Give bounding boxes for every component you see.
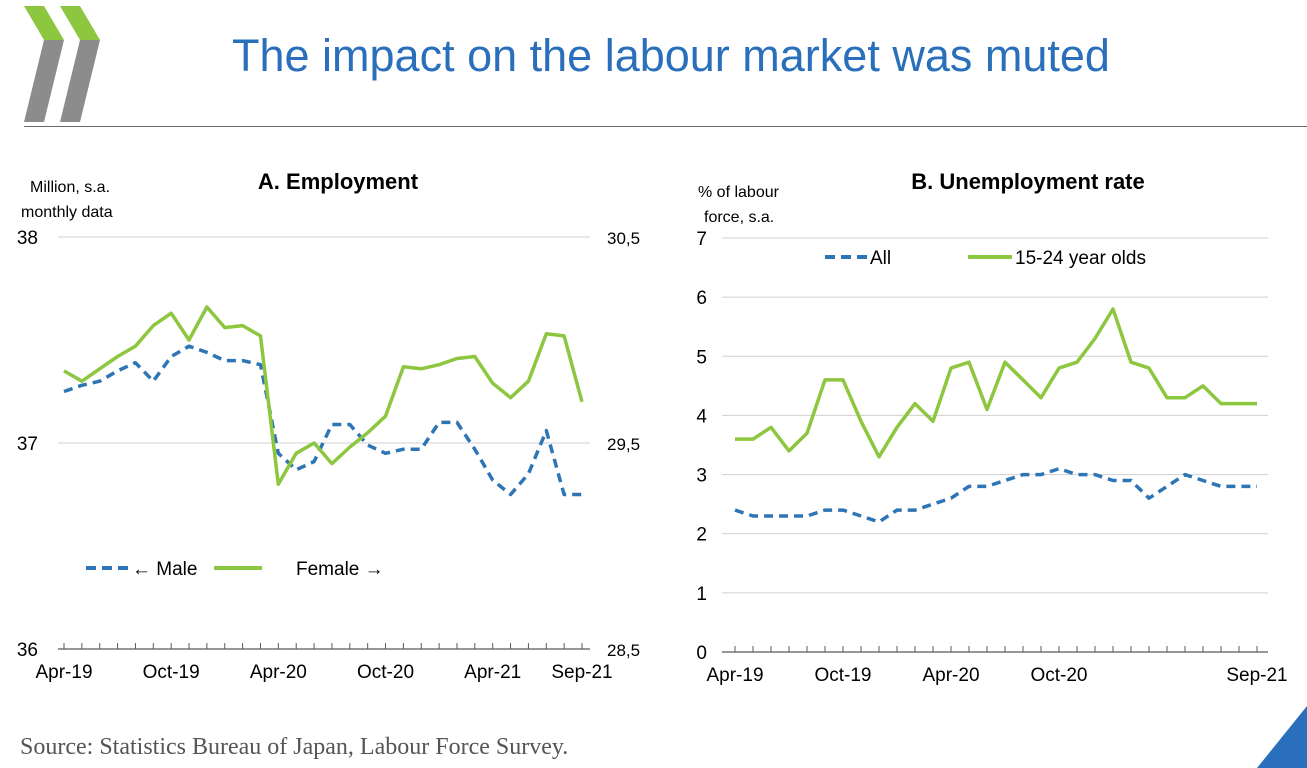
y-tick-label: 3 (696, 466, 707, 487)
y-tick-label: 5 (696, 347, 707, 368)
x-tick-label: Sep-21 (1226, 665, 1287, 686)
y-right-tick-label: 30,5 (607, 229, 640, 248)
series-line-all (734, 466, 1257, 524)
y-label-line-1: Million, s.a. (30, 179, 110, 196)
y-tick-label: 4 (696, 406, 707, 427)
series-line-female (63, 305, 584, 486)
legend: ← Male Female → (86, 559, 384, 580)
title-divider (24, 126, 1307, 127)
y-tick-label: 6 (696, 288, 707, 309)
y-tick-label: 7 (696, 229, 707, 250)
legend-youth-label: 15-24 year olds (1015, 248, 1146, 269)
x-tick-label: Apr-19 (35, 662, 92, 683)
legend-male-label: ← Male (132, 559, 197, 580)
x-tick-label: Oct-19 (143, 662, 200, 683)
legend: All 15-24 year olds (825, 248, 1146, 269)
source-note: Source: Statistics Bureau of Japan, Labo… (20, 734, 569, 760)
series-line-15-24-year-olds (735, 307, 1257, 459)
unemployment-chart: B. Unemployment rate % of labour force, … (696, 169, 1287, 686)
x-tick-label: Oct-20 (1030, 665, 1087, 686)
y-tick-label: 0 (696, 643, 707, 664)
x-tick-label: Sep-21 (551, 662, 612, 683)
x-tick-label: Apr-21 (464, 662, 521, 683)
y-label-line-2: force, s.a. (704, 209, 774, 226)
x-tick-label: Apr-20 (922, 665, 979, 686)
x-tick-label: Oct-20 (357, 662, 414, 683)
chart-title: A. Employment (258, 169, 419, 194)
y-tick-label: 38 (17, 228, 38, 249)
y-label-line-1: % of labour (698, 184, 780, 201)
y-right-tick-label: 28,5 (607, 641, 640, 660)
employment-chart: A. Employment Million, s.a. monthly data… (17, 169, 640, 683)
slide-title: The impact on the labour market was mute… (232, 30, 1110, 81)
legend-all-label: All (870, 248, 891, 269)
chart-title: B. Unemployment rate (911, 169, 1145, 194)
y-right-tick-label: 29,5 (607, 435, 640, 454)
y-tick-label: 36 (17, 640, 38, 661)
x-tick-label: Apr-19 (706, 665, 763, 686)
legend-female-label: Female → (296, 559, 384, 580)
x-tick-label: Apr-20 (250, 662, 307, 683)
series-line-male (63, 344, 582, 497)
y-tick-label: 1 (696, 584, 707, 605)
y-label-line-2: monthly data (21, 204, 113, 221)
y-tick-label: 37 (17, 434, 38, 455)
y-tick-label: 2 (696, 525, 707, 546)
double-chevron-logo-icon (24, 6, 100, 122)
corner-decoration-icon (1257, 706, 1307, 768)
x-tick-label: Oct-19 (814, 665, 871, 686)
